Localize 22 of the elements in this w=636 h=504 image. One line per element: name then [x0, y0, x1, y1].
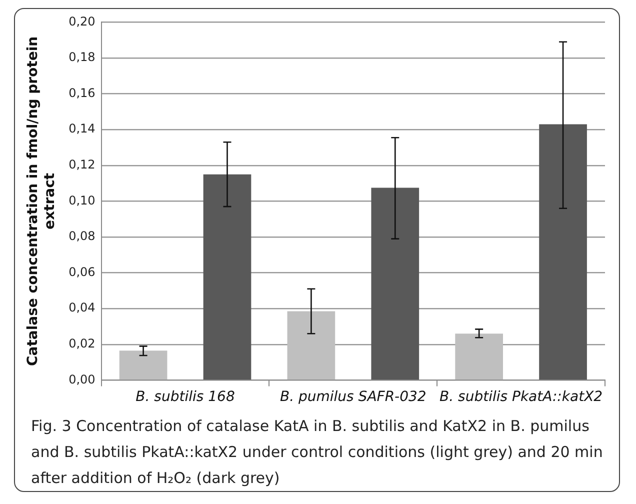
y-tick-label: 0,00: [68, 372, 96, 386]
y-tick-label: 0,04: [68, 300, 96, 315]
y-tick-label: 0,10: [68, 193, 96, 208]
x-tick-label: B. subtilis PkatA::katX2: [440, 389, 603, 406]
y-tick-label: 0,06: [68, 264, 96, 279]
y-tick-label: 0,20: [68, 14, 96, 28]
x-tick-label: B. pumilus SAFR-032: [280, 389, 426, 406]
bar: [371, 188, 420, 380]
y-tick-label: 0,16: [68, 86, 96, 100]
bar: [203, 174, 252, 380]
x-tick-label: B. subtilis 168: [136, 389, 235, 406]
y-tick-label: 0,02: [68, 336, 96, 351]
y-tick-label: 0,08: [68, 229, 96, 244]
bar: [119, 350, 168, 380]
bar: [287, 311, 336, 380]
y-axis-title: Catalase concentration in fmol/ng protein extract: [25, 36, 58, 366]
caption: Fig. 3 Concentration of catalase KatA in B. subtilis and KatX2 in B. pumilus and B. subtilis PkatA::katX2 under control conditions (light grey) and 20 min after addition of H₂O₂ (dark grey): [31, 416, 604, 489]
y-tick-label: 0,14: [68, 122, 96, 136]
y-tick-label: 0,12: [68, 158, 96, 172]
y-tick-label: 0,18: [68, 50, 96, 64]
bar: [455, 334, 504, 380]
bar: [539, 124, 587, 380]
